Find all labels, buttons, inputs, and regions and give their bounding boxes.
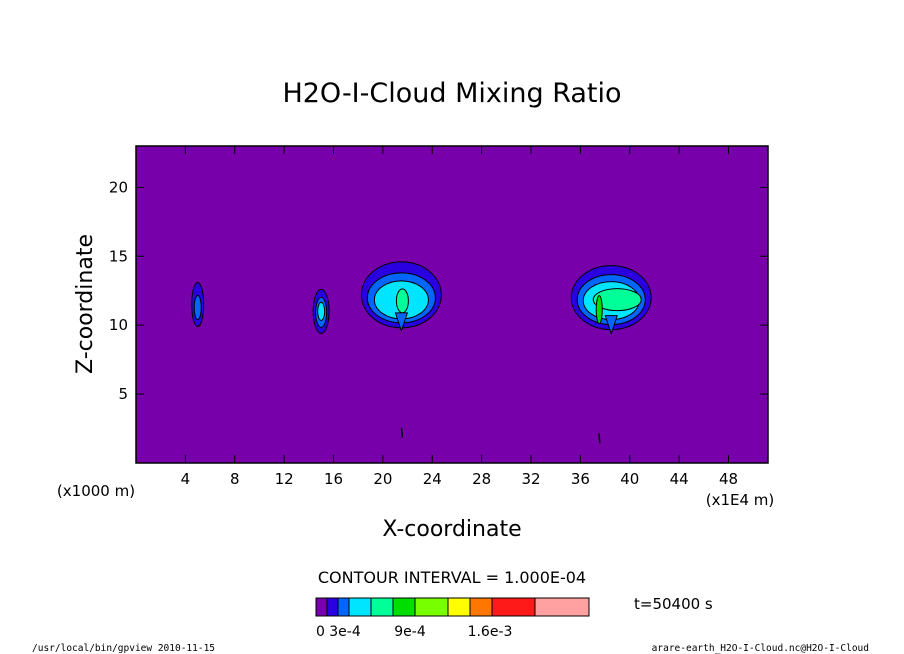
x-tick-label: 16 — [324, 470, 343, 488]
contour-tail — [604, 315, 618, 336]
contour-band — [595, 295, 603, 325]
colorbar-label: 9e-4 — [394, 624, 426, 640]
small-contour — [400, 427, 404, 438]
chart-title: H2O-I-Cloud Mixing Ratio — [282, 78, 621, 109]
colorbar: 0 3e-4 9e-4 1.6e-3 — [315, 597, 590, 640]
colorbar-swatch — [469, 597, 493, 617]
time-label: t=50400 s — [634, 595, 713, 613]
plot-frame — [135, 145, 769, 464]
x-axis-unit-right: (x1E4 m) — [706, 491, 775, 509]
colorbar-swatch — [326, 597, 339, 617]
footer-right: arare-earth_H2O-I-Cloud.nc@H2O-I-Cloud — [652, 643, 869, 654]
x-tick-label: 4 — [181, 470, 191, 488]
contour-band — [592, 288, 642, 312]
x-tick-label: 12 — [275, 470, 294, 488]
colorbar-swatch — [348, 597, 372, 617]
x-tick-label: 28 — [472, 470, 491, 488]
footer-left: /usr/local/bin/gpview 2010-11-15 — [32, 643, 215, 654]
x-tick-label: 44 — [670, 470, 689, 488]
colorbar-swatch — [414, 597, 449, 617]
colorbar-label: 3e-4 — [329, 624, 361, 640]
colorbar-swatch — [337, 597, 350, 617]
x-tick-label: 8 — [230, 470, 240, 488]
contour-band — [395, 288, 409, 314]
x-tick-label: 20 — [373, 470, 392, 488]
cloud-cell — [312, 288, 330, 334]
x-tick-label: 36 — [571, 470, 590, 488]
contour-tail — [394, 312, 409, 333]
y-tick-label: 20 — [109, 178, 128, 196]
x-axis-label: X-coordinate — [382, 517, 521, 542]
colorbar-swatch — [370, 597, 394, 617]
y-axis-label: Z-coordinate — [73, 234, 98, 374]
cloud-cell — [570, 265, 652, 336]
colorbar-swatch — [534, 597, 590, 617]
x-tick-label: 24 — [423, 470, 442, 488]
colorbar-label: 1.6e-3 — [468, 624, 513, 640]
x-tick-label: 40 — [620, 470, 639, 488]
cloud-cell — [191, 282, 205, 327]
contour-band — [193, 295, 202, 320]
colorbar-swatch — [491, 597, 536, 617]
contour-band — [317, 301, 326, 321]
colorbar-swatch — [392, 597, 416, 617]
plot-background — [136, 146, 768, 463]
y-tick-label: 15 — [109, 247, 128, 265]
x-tick-label: 48 — [719, 470, 738, 488]
cloud-cell — [360, 261, 442, 333]
contour-interval-text: CONTOUR INTERVAL = 1.000E-04 — [318, 568, 586, 587]
y-tick-label: 5 — [118, 385, 128, 403]
small-contour — [598, 433, 601, 444]
x-axis-unit-left: (x1000 m) — [57, 482, 135, 500]
colorbar-swatch — [315, 597, 328, 617]
x-tick-label: 32 — [521, 470, 540, 488]
colorbar-label: 0 — [316, 624, 325, 640]
colorbar-swatch — [447, 597, 471, 617]
y-tick-label: 10 — [109, 316, 128, 334]
